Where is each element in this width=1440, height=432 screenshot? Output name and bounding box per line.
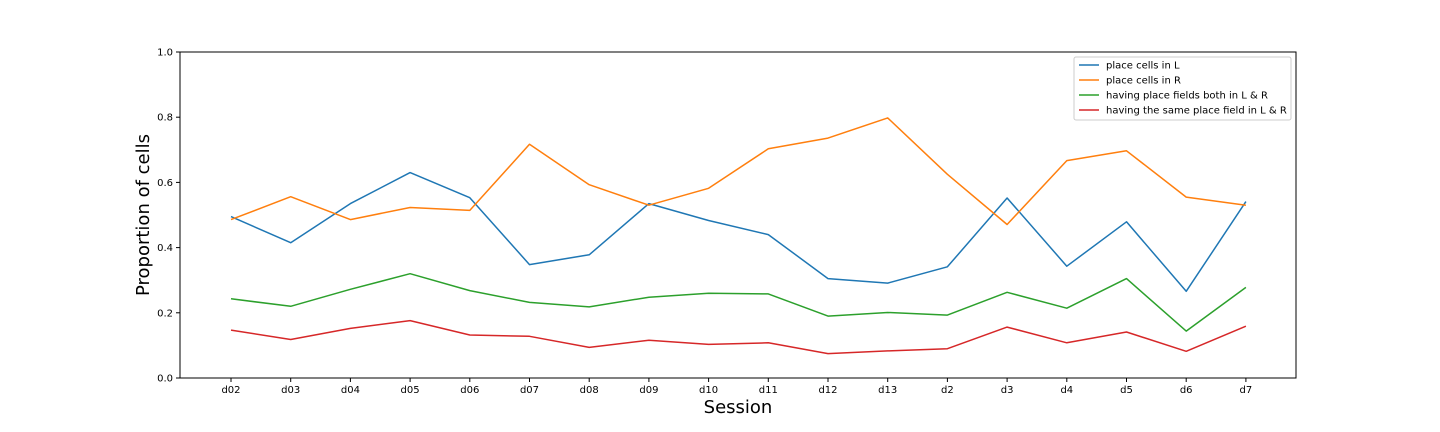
x-tick-label: d08	[580, 385, 599, 396]
x-tick-label: d11	[759, 385, 778, 396]
y-axis-title: Proportion of cells	[133, 134, 154, 296]
series-line-3	[230, 272, 1247, 332]
series-lines	[230, 117, 1247, 355]
y-tick-label: 0.4	[157, 243, 173, 254]
y-tick-label: 0.2	[157, 308, 173, 319]
series-line-2	[230, 117, 1247, 226]
x-tick-label: d09	[639, 385, 658, 396]
legend-label: having the same place field in L & R	[1106, 106, 1287, 117]
x-tick-label: d03	[281, 385, 300, 396]
x-tick-label: d05	[401, 385, 420, 396]
x-tick-label: d07	[520, 385, 539, 396]
x-tick-label: d3	[1001, 385, 1014, 396]
x-tick-label: d04	[341, 385, 360, 396]
x-tick-label: d06	[460, 385, 479, 396]
axis-ticks: 0.0 0.2 0.4 0.6 0.8 1.0 d02 d03 d04 d05 d06 d07 d08 d…	[157, 48, 1252, 397]
series-line-4	[230, 319, 1247, 355]
x-tick-label: d5	[1120, 385, 1133, 396]
x-tick-label: d7	[1240, 385, 1253, 396]
x-tick-label: d10	[699, 385, 718, 396]
y-tick-label: 0.8	[157, 113, 173, 124]
y-tick-label: 1.0	[157, 48, 173, 59]
y-tick-label: 0.6	[157, 178, 173, 189]
x-tick-label: d13	[878, 385, 897, 396]
x-tick-label: d12	[818, 385, 837, 396]
legend-label: having place fields both in L & R	[1106, 91, 1268, 102]
x-tick-label: d4	[1060, 385, 1073, 396]
x-tick-label: d02	[221, 385, 240, 396]
legend-label: place cells in R	[1106, 76, 1181, 87]
x-tick-label: d2	[941, 385, 954, 396]
legend-label: place cells in L	[1106, 61, 1180, 72]
y-tick-label: 0.0	[157, 374, 173, 385]
legend: place cells in L place cells in R having p…	[1073, 56, 1292, 121]
plot-frame	[179, 51, 1297, 379]
legend-box	[1073, 56, 1292, 121]
series-line-1	[230, 171, 1247, 293]
x-axis-title: Session	[704, 397, 773, 418]
x-tick-label: d6	[1180, 385, 1193, 396]
